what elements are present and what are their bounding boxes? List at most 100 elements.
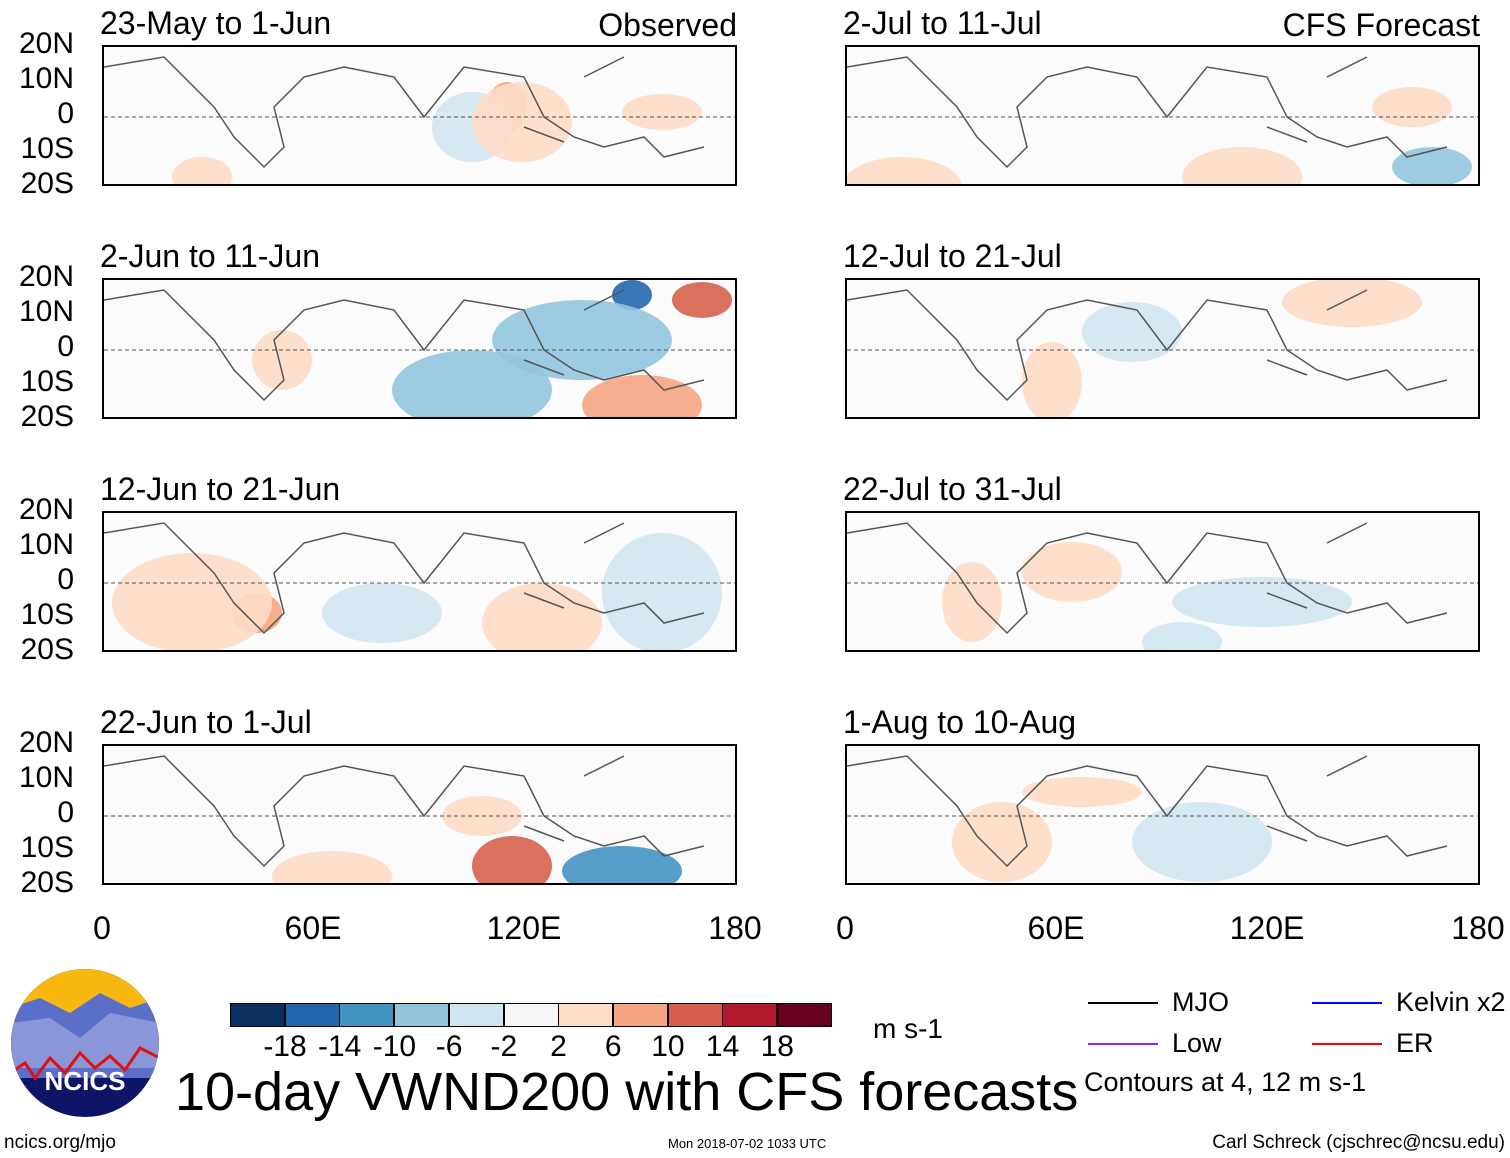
coastline <box>847 56 1448 169</box>
colorbar-label: 18 <box>760 1030 794 1063</box>
ncics-logo: NCICS <box>10 968 160 1118</box>
colorbar-label: 6 <box>604 1030 622 1063</box>
y-tick-label: 0 <box>57 330 74 363</box>
y-tick-label: 20S <box>20 400 74 433</box>
y-tick-label: 20N <box>18 726 74 759</box>
panel-title: 23-May to 1-Jun <box>100 5 332 41</box>
colorbar-swatch <box>612 1003 668 1027</box>
map-panel <box>845 511 1480 652</box>
colorbar-label: -10 <box>372 1030 417 1063</box>
panel-source-label: Observed <box>598 7 737 43</box>
anomaly-region <box>1082 302 1182 362</box>
map-panel <box>845 45 1480 186</box>
anomaly-region <box>942 562 1002 642</box>
anomaly-region <box>472 836 552 883</box>
anomaly-region <box>112 553 272 650</box>
anomaly-region <box>1182 147 1302 184</box>
y-tick-label: 20N <box>18 493 74 526</box>
colorbar-swatch <box>339 1003 395 1027</box>
anomaly-region <box>492 300 672 380</box>
x-tick-label: 0 <box>93 910 111 946</box>
y-tick-label: 10S <box>20 365 74 398</box>
anomaly-region <box>622 94 702 130</box>
coastline <box>104 522 705 635</box>
anomaly-region <box>322 583 442 643</box>
colorbar-swatch <box>394 1003 450 1027</box>
legend-label: Kelvin x2 <box>1396 987 1506 1017</box>
coastline <box>104 289 705 402</box>
anomaly-region <box>582 375 702 417</box>
anomaly-region <box>482 583 602 650</box>
anomaly-region <box>672 282 732 318</box>
legend-swatch <box>1312 1043 1382 1045</box>
anomaly-region <box>847 157 962 184</box>
map-panel <box>102 45 737 186</box>
panel-title: 12-Jul to 21-Jul <box>843 238 1062 274</box>
panel-title: 22-Jun to 1-Jul <box>100 704 312 740</box>
colorbar-swatch <box>230 1003 285 1027</box>
y-tick-label: 10N <box>18 528 74 561</box>
logo-text: NCICS <box>45 1066 126 1096</box>
anomaly-region <box>612 280 652 310</box>
colorbar-label: 14 <box>705 1030 740 1063</box>
y-tick-label: 0 <box>57 97 74 130</box>
panel-title: 2-Jun to 11-Jun <box>100 238 320 274</box>
colorbar-label: 10 <box>651 1030 685 1063</box>
footer-url[interactable]: ncics.org/mjo <box>4 1132 116 1153</box>
coastline <box>847 522 1448 635</box>
y-tick-label: 10S <box>20 598 74 631</box>
panel-title: 1-Aug to 10-Aug <box>843 704 1077 740</box>
anomaly-region <box>562 846 682 883</box>
x-tick-label: 120E <box>1229 910 1305 946</box>
legend-swatch <box>1312 1002 1382 1004</box>
anomaly-region <box>472 82 572 162</box>
anomaly-region <box>1022 542 1122 602</box>
legend-label: MJO <box>1172 987 1229 1017</box>
x-tick-label: 60E <box>284 910 342 946</box>
x-tick-label: 120E <box>486 910 562 946</box>
colorbar-label: 2 <box>550 1030 567 1063</box>
colorbar-swatch <box>667 1003 723 1027</box>
anomaly-region <box>1282 280 1422 327</box>
map-panel <box>102 278 737 419</box>
legend-label: ER <box>1396 1028 1434 1058</box>
colorbar-label: -18 <box>263 1030 307 1063</box>
y-tick-label: 10N <box>18 295 74 328</box>
anomaly-region <box>1372 87 1452 127</box>
footer-timestamp: Mon 2018-07-02 1033 UTC <box>668 1136 827 1151</box>
anomaly-region <box>602 533 722 650</box>
y-tick-label: 10S <box>20 132 74 165</box>
map-panel <box>102 511 737 652</box>
coastline <box>104 755 705 868</box>
y-tick-label: 20N <box>18 260 74 293</box>
anomaly-region <box>392 350 552 417</box>
coastline <box>104 56 705 169</box>
anomaly-region <box>1022 342 1082 417</box>
colorbar-label: -6 <box>435 1030 463 1063</box>
y-tick-label: 20S <box>20 167 74 200</box>
colorbar-swatch <box>448 1003 504 1027</box>
x-tick-label: 0 <box>836 910 854 946</box>
map-panel <box>845 278 1480 419</box>
anomaly-region <box>252 330 312 390</box>
legend-swatch <box>1088 1002 1158 1004</box>
map-panel <box>845 744 1480 885</box>
map-panel <box>102 744 737 885</box>
y-tick-label: 20S <box>20 866 74 899</box>
anomaly-region <box>1142 622 1222 650</box>
colorbar-swatch <box>558 1003 614 1027</box>
footer-author: Carl Schreck (cjschrec@ncsu.edu) <box>1212 1132 1505 1153</box>
colorbar-swatch <box>503 1003 559 1027</box>
x-tick-label: 60E <box>1027 910 1085 946</box>
coastline <box>847 755 1448 868</box>
x-tick-label: 180 <box>1451 910 1505 946</box>
y-tick-label: 20S <box>20 633 74 666</box>
colorbar-swatch <box>777 1003 832 1027</box>
anomaly-region <box>1132 802 1272 882</box>
figure-title: 10-day VWND200 with CFS forecasts <box>175 1062 1079 1122</box>
colorbar-label: -2 <box>490 1030 518 1063</box>
y-tick-label: 10S <box>20 831 74 864</box>
colorbar-units: m s-1 <box>873 1013 943 1044</box>
legend-note: Contours at 4, 12 m s-1 <box>1084 1067 1367 1097</box>
anomaly-region <box>272 851 392 883</box>
